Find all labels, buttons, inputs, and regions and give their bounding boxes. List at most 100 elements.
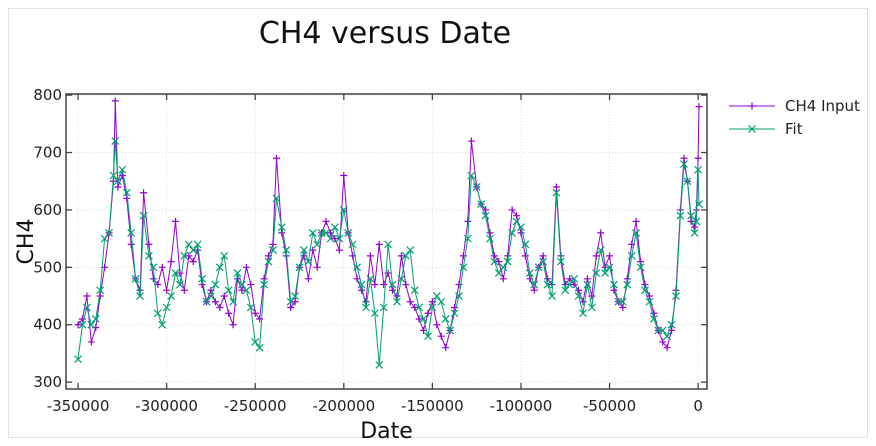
data-point-marker bbox=[272, 194, 281, 203]
data-point-marker bbox=[357, 280, 366, 289]
data-point-marker bbox=[114, 183, 122, 191]
data-point-marker bbox=[251, 338, 260, 346]
series-line bbox=[77, 141, 700, 365]
data-point-marker bbox=[189, 246, 198, 255]
data-point-marker bbox=[424, 309, 432, 317]
data-point-marker bbox=[149, 275, 157, 283]
data-point-marker bbox=[565, 280, 574, 289]
data-point-marker bbox=[353, 263, 362, 272]
data-point-marker bbox=[402, 281, 410, 289]
data-point-marker bbox=[233, 269, 242, 277]
data-point-marker bbox=[695, 103, 703, 111]
data-point-marker bbox=[641, 286, 649, 295]
data-point-marker bbox=[393, 292, 401, 300]
data-point-marker bbox=[313, 240, 322, 249]
data-point-marker bbox=[561, 286, 570, 295]
data-point-marker bbox=[575, 286, 583, 294]
data-point-marker bbox=[238, 286, 246, 294]
data-point-marker bbox=[216, 304, 224, 312]
data-point-marker bbox=[163, 286, 171, 294]
data-point-marker bbox=[552, 183, 560, 191]
data-point-marker bbox=[645, 297, 654, 306]
y-tick-label: 300 bbox=[33, 373, 62, 391]
data-point-marker bbox=[495, 258, 503, 266]
data-point-marker bbox=[428, 303, 437, 312]
y-tick-label: 500 bbox=[33, 258, 62, 276]
data-point-marker bbox=[300, 246, 308, 255]
data-point-marker bbox=[145, 240, 153, 248]
data-point-marker bbox=[694, 154, 702, 162]
data-point-marker bbox=[433, 321, 441, 329]
data-point-marker bbox=[442, 344, 450, 352]
data-point-marker bbox=[136, 292, 144, 300]
data-point-marker bbox=[450, 309, 459, 318]
legend-label: CH4 Input bbox=[785, 97, 860, 115]
data-point-marker bbox=[308, 228, 317, 237]
data-point-marker bbox=[158, 320, 167, 329]
data-point-marker bbox=[277, 223, 286, 232]
data-point-marker bbox=[406, 298, 414, 306]
data-point-marker bbox=[207, 292, 215, 300]
data-point-marker bbox=[459, 263, 468, 272]
data-point-marker bbox=[153, 309, 162, 318]
data-point-marker bbox=[393, 297, 401, 306]
data-point-marker bbox=[358, 286, 366, 294]
x-tick-label: -300000 bbox=[135, 397, 198, 415]
data-point-marker bbox=[570, 281, 578, 289]
data-point-marker bbox=[180, 251, 189, 260]
data-point-marker bbox=[467, 171, 476, 180]
data-point-marker bbox=[171, 217, 179, 225]
data-point-marker bbox=[251, 309, 259, 317]
data-point-marker bbox=[331, 223, 339, 232]
chart-frame bbox=[8, 8, 868, 438]
data-point-marker bbox=[313, 263, 321, 271]
data-point-marker bbox=[683, 177, 692, 186]
data-point-marker bbox=[521, 240, 530, 249]
x-tick-label: -350000 bbox=[47, 397, 110, 415]
data-point-marker bbox=[451, 304, 459, 312]
data-point-marker bbox=[109, 171, 118, 180]
data-point-marker bbox=[326, 234, 335, 243]
data-point-marker bbox=[632, 217, 640, 225]
x-tick-label: -50000 bbox=[583, 397, 636, 415]
data-point-marker bbox=[543, 280, 552, 289]
data-point-marker bbox=[78, 315, 86, 323]
data-point-marker bbox=[211, 280, 220, 289]
data-point-marker bbox=[513, 212, 521, 220]
data-point-marker bbox=[397, 274, 406, 283]
data-point-marker bbox=[680, 154, 688, 162]
data-point-marker bbox=[353, 275, 361, 283]
data-point-marker bbox=[437, 332, 445, 340]
data-point-marker bbox=[499, 275, 507, 283]
data-point-marker bbox=[658, 326, 667, 335]
data-point-marker bbox=[459, 252, 467, 260]
data-point-marker bbox=[623, 280, 632, 289]
data-point-marker bbox=[389, 286, 397, 294]
data-point-marker bbox=[344, 228, 353, 237]
data-point-marker bbox=[260, 275, 268, 283]
data-point-marker bbox=[111, 97, 119, 105]
data-point-marker bbox=[202, 297, 211, 306]
data-point-marker bbox=[627, 251, 636, 260]
data-point-marker bbox=[455, 292, 463, 300]
data-point-marker bbox=[220, 292, 228, 300]
data-point-marker bbox=[397, 252, 405, 260]
series-fit bbox=[74, 137, 703, 369]
data-point-marker bbox=[224, 286, 233, 295]
data-point-marker bbox=[597, 229, 605, 237]
x-tick-label: -100000 bbox=[490, 397, 553, 415]
data-point-marker bbox=[118, 165, 127, 174]
data-point-marker bbox=[544, 275, 552, 283]
data-point-marker bbox=[74, 355, 82, 364]
data-point-marker bbox=[167, 292, 175, 300]
data-point-marker bbox=[238, 280, 246, 289]
data-point-marker bbox=[180, 286, 188, 294]
data-point-marker bbox=[384, 240, 393, 249]
data-point-marker bbox=[122, 188, 131, 197]
data-point-marker bbox=[601, 263, 609, 271]
data-point-marker bbox=[171, 269, 180, 277]
data-point-marker bbox=[481, 211, 490, 220]
data-point-marker bbox=[158, 263, 166, 271]
data-point-marker bbox=[663, 344, 671, 352]
